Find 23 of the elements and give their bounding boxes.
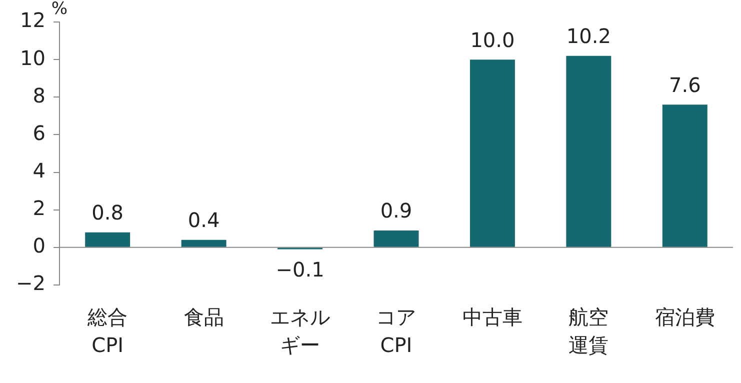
- y-tick-label: 8: [32, 83, 46, 108]
- y-tick-label: −2: [16, 271, 46, 296]
- x-tick-label: 中古車: [462, 305, 522, 330]
- y-tick-label: 2: [32, 196, 46, 220]
- y-tick-label: 12: [20, 8, 46, 32]
- y-tick-label: 0: [32, 234, 46, 258]
- x-tick-label: 総合CPI: [86, 305, 128, 358]
- x-tick-label: エネルギー: [270, 305, 330, 358]
- data-label: 7.6: [668, 72, 701, 97]
- x-tick-label: 宿泊費: [654, 305, 715, 330]
- data-label: 10.2: [566, 24, 611, 48]
- y-axis-title: %: [51, 0, 68, 19]
- data-label: 0.4: [188, 208, 220, 232]
- y-tick-label: 6: [32, 120, 46, 145]
- data-label: 10.0: [470, 28, 515, 52]
- data-label: 0.9: [380, 198, 412, 223]
- data-label: −0.1: [276, 258, 324, 282]
- y-tick-label: 4: [32, 158, 46, 182]
- y-tick-label: 10: [20, 46, 46, 70]
- data-label: 0.8: [92, 200, 124, 225]
- x-tick-label: 航空運賃: [568, 305, 609, 358]
- x-tick-label: 食品: [184, 305, 224, 330]
- x-tick-label: コアCPI: [376, 305, 416, 358]
